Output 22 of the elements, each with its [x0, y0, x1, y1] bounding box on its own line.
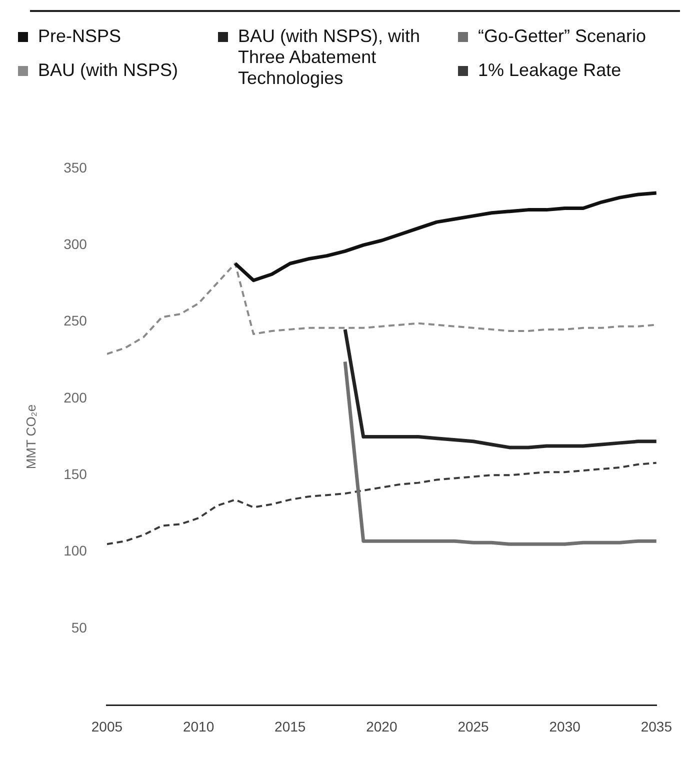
- x-tick-label: 2015: [274, 718, 306, 734]
- y-tick-label: 50: [71, 619, 88, 636]
- legend-label: Pre-NSPS: [38, 26, 122, 47]
- y-tick-label: 100: [64, 542, 88, 559]
- x-tick-label: 2025: [458, 718, 490, 734]
- y-tick-label: 350: [64, 159, 88, 176]
- y-tick-label: 150: [64, 466, 88, 482]
- x-tick-label: 2020: [366, 718, 398, 734]
- x-tick-label: 2035: [640, 718, 672, 734]
- y-tick-label: 250: [64, 312, 88, 329]
- legend-label: BAU (with NSPS), with Three Abatement Technologies: [238, 26, 422, 89]
- x-tick-label: 2005: [91, 718, 123, 734]
- x-tick-label: 2030: [549, 718, 581, 734]
- legend-label: BAU (with NSPS): [38, 60, 178, 80]
- y-axis-title: MMT CO₂e: [23, 404, 38, 470]
- y-tick-label: 200: [64, 389, 88, 406]
- line-series: [106, 262, 656, 355]
- x-tick-label: 2010: [182, 718, 214, 734]
- legend-label: “Go-Getter” Scenario: [478, 26, 646, 47]
- y-tick-label: 300: [64, 236, 88, 252]
- legend-label: 1% Leakage Rate: [478, 60, 622, 80]
- line-series: [106, 462, 656, 546]
